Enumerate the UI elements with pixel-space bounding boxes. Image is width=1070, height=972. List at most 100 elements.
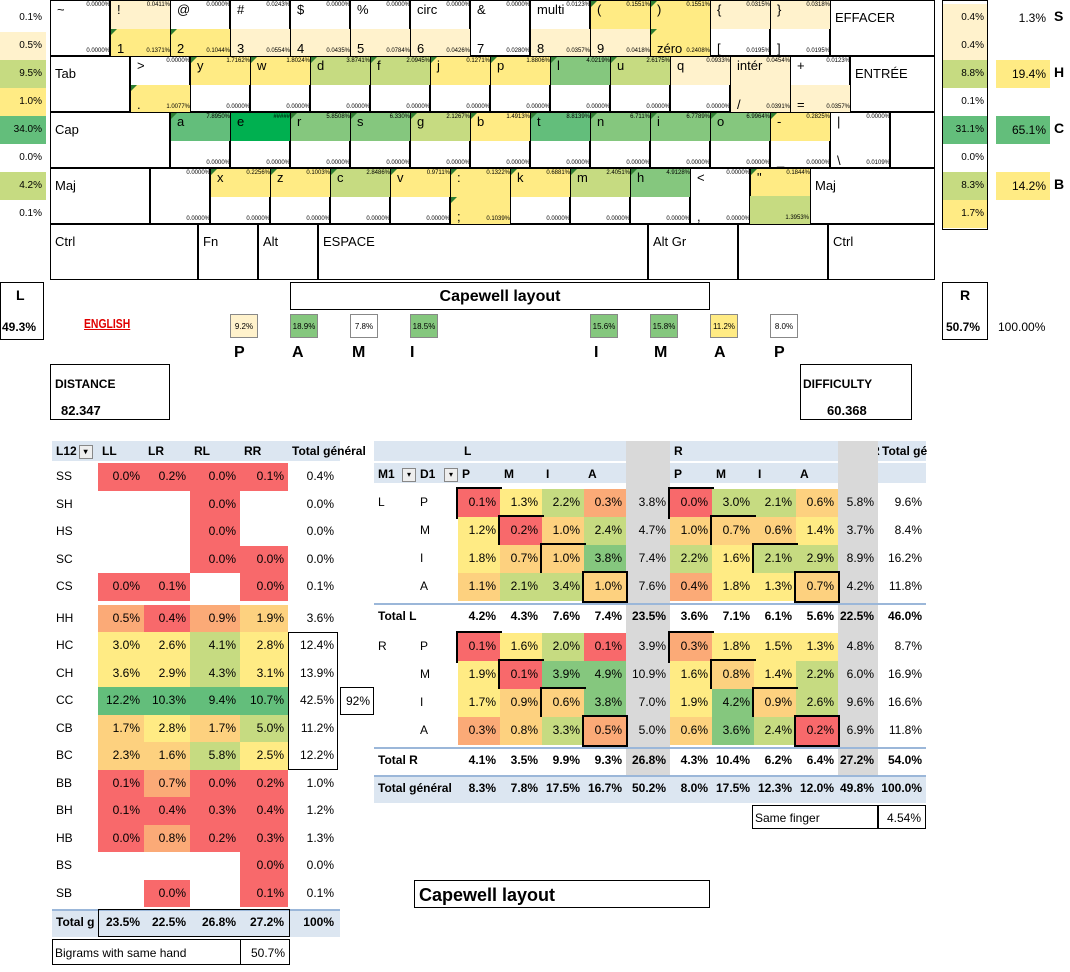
key-$[interactable]: 0.0000% $0.0435% 4 bbox=[290, 0, 351, 57]
key-half[interactable]: 0.0000% bbox=[551, 85, 611, 113]
key-half[interactable]: 0.0784% 5 bbox=[351, 29, 411, 57]
key-half[interactable]: 0.1044% 2 bbox=[171, 29, 231, 57]
pivot2-hand-label[interactable]: L bbox=[378, 495, 385, 509]
key-half[interactable]: 0.0000% bbox=[611, 85, 671, 113]
key-half[interactable]: 2.1267% g bbox=[411, 113, 471, 141]
key-half[interactable]: 0.0000% bbox=[491, 85, 551, 113]
key-half[interactable]: 0.0109% \ bbox=[831, 141, 891, 169]
key-half[interactable]: 0.1371% 1 bbox=[111, 29, 171, 57]
key-half[interactable]: 0.0000%, bbox=[691, 197, 751, 225]
key-half[interactable]: 0.0426% 6 bbox=[411, 29, 471, 57]
key-half[interactable]: 0.1322%: bbox=[451, 169, 511, 197]
key-half[interactable]: 0.0000% bbox=[331, 197, 391, 225]
key-v[interactable]: 0.9711% v 0.0000% bbox=[390, 168, 451, 225]
language-label[interactable]: ENGLISH bbox=[84, 316, 131, 331]
key-half[interactable]: 2.8486% c bbox=[331, 169, 391, 197]
key-%[interactable]: 0.0000%% 0.0784% 5 bbox=[350, 0, 411, 57]
key-}[interactable]: 0.0318%} 0.0195%] bbox=[770, 0, 831, 57]
key-half[interactable]: 0.0195% [ bbox=[711, 29, 771, 57]
key-half[interactable]: 0.0000% _ bbox=[771, 141, 831, 169]
key-w[interactable]: 1.8024% w 0.0000% bbox=[250, 56, 311, 113]
key-~[interactable]: 0.0000% ~0.0000% bbox=[50, 0, 110, 56]
key-half[interactable]: 0.0391% / bbox=[731, 85, 791, 113]
key-half[interactable]: 0.6881% k bbox=[511, 169, 571, 197]
key-half[interactable]: 0.0000% bbox=[191, 85, 251, 113]
key-half[interactable]: 0.0418% 9 bbox=[591, 29, 651, 57]
key-half[interactable]: 0.0000% bbox=[351, 141, 411, 169]
key-half[interactable]: 0.0318%} bbox=[771, 1, 831, 29]
key-half[interactable]: 0.0195%] bbox=[771, 29, 831, 57]
key-k[interactable]: 0.6881% k 0.0000% bbox=[510, 168, 571, 225]
key-half[interactable]: 0.0000% bbox=[531, 141, 591, 169]
key-@[interactable]: 0.0000% @0.1044% 2 bbox=[170, 0, 231, 57]
key-half[interactable]: 0.0000% < bbox=[691, 169, 751, 197]
key-half[interactable]: 6.9964% o bbox=[711, 113, 771, 141]
key-half[interactable]: 0.0000% bbox=[251, 85, 311, 113]
key-a[interactable]: 7.8950% a 0.0000% bbox=[170, 112, 231, 169]
fn-key[interactable]: Fn bbox=[198, 224, 258, 280]
key-half[interactable]: 1.0077%. bbox=[131, 85, 191, 113]
key-half[interactable]: 0.9711% v bbox=[391, 169, 451, 197]
key-half[interactable]: 0.0000% | bbox=[831, 113, 891, 141]
key-half[interactable]: 0.0123% + bbox=[791, 57, 851, 85]
home-row-end[interactable] bbox=[890, 112, 935, 168]
key-intér[interactable]: 0.0454% intér 0.0391% / bbox=[730, 56, 791, 113]
key-half[interactable]: 0.0000% bbox=[591, 141, 651, 169]
key-half[interactable]: 1.4913% b bbox=[471, 113, 531, 141]
key-half[interactable]: 0.0000% bbox=[271, 197, 331, 225]
key-half[interactable]: 0.0357% 8 bbox=[531, 29, 591, 57]
pivot2-m1[interactable]: M1 bbox=[378, 467, 395, 481]
key-x[interactable]: 0.2256% x 0.0000% bbox=[210, 168, 271, 225]
key-e[interactable]: ##### e 0.0000% bbox=[230, 112, 291, 169]
key-half[interactable]: 0.0000% bbox=[211, 197, 271, 225]
key-half[interactable]: 0.2408% zéro bbox=[651, 29, 711, 57]
key-half[interactable]: 0.0000% bbox=[411, 141, 471, 169]
key-u[interactable]: 2.6175% u 0.0000% bbox=[610, 56, 671, 113]
key-f[interactable]: 2.0945% f 0.0000% bbox=[370, 56, 431, 112]
key--[interactable]: 0.2825% - 0.0000% _ bbox=[770, 112, 831, 169]
key-i[interactable]: 6.7789% i 0.0000% bbox=[650, 112, 711, 168]
key-blank[interactable]: 0.0000% 0.0000% bbox=[150, 168, 210, 224]
key-&[interactable]: 0.0000% & 0.0280% 7 bbox=[470, 0, 530, 56]
key-half[interactable]: 6.711% n bbox=[591, 113, 651, 141]
key-half[interactable]: 0.0000% bbox=[671, 85, 731, 113]
key-half[interactable]: 1.8806% p bbox=[491, 57, 551, 85]
key-half[interactable]: 0.2256% x bbox=[211, 169, 271, 197]
key-half[interactable]: 0.0000% bbox=[711, 141, 771, 169]
key-half[interactable]: 0.0454% intér bbox=[731, 57, 791, 85]
key-half[interactable]: 0.0000%% bbox=[351, 1, 411, 29]
key-half[interactable]: 0.0000% bbox=[51, 29, 111, 57]
key-half[interactable]: 0.0933% q bbox=[671, 57, 731, 85]
key-half[interactable]: 8.8139% t bbox=[531, 113, 591, 141]
key-half[interactable]: 0.1003% z bbox=[271, 169, 331, 197]
key-half[interactable]: 2.0945% f bbox=[371, 57, 431, 85]
key-z[interactable]: 0.1003% z 0.0000% bbox=[270, 168, 331, 225]
key-multi[interactable]: 0.0123% multi 0.0357% 8 bbox=[530, 0, 591, 57]
key-b[interactable]: 1.4913% b 0.0000% bbox=[470, 112, 531, 168]
key-row-label[interactable]: Cap bbox=[50, 112, 170, 168]
key-p[interactable]: 1.8806% p 0.0000% bbox=[490, 56, 551, 113]
dropdown-icon[interactable]: ▾ bbox=[444, 468, 458, 482]
espace-key[interactable]: ESPACE bbox=[318, 224, 648, 280]
key-half[interactable]: 0.0000% bbox=[231, 141, 291, 169]
key-![interactable]: 0.0411%! 0.1371% 1 bbox=[110, 0, 171, 57]
key-half[interactable]: ##### e bbox=[231, 113, 291, 141]
key-half[interactable]: 0.0000% ~ bbox=[51, 1, 111, 29]
pivot2-group-left[interactable]: L bbox=[464, 444, 472, 458]
key-m[interactable]: 2.4051% m 0.0000% bbox=[570, 168, 631, 224]
key-)[interactable]: 0.1551%) 0.2408% zéro bbox=[650, 0, 711, 57]
key->[interactable]: 0.0000% >1.0077%. bbox=[130, 56, 191, 113]
key-half[interactable]: 1.8024% w bbox=[251, 57, 311, 85]
key-half[interactable]: 6.7789% i bbox=[651, 113, 711, 141]
key-row-label[interactable]: Maj bbox=[50, 168, 150, 224]
key-half[interactable]: 0.0280% 7 bbox=[471, 29, 531, 57]
key-t[interactable]: 8.8139% t 0.0000% bbox=[530, 112, 591, 169]
key-o[interactable]: 6.9964% o 0.0000% bbox=[710, 112, 771, 169]
key-n[interactable]: 6.711% n 0.0000% bbox=[590, 112, 651, 169]
key-half[interactable]: 6.330% s bbox=[351, 113, 411, 141]
key-|[interactable]: 0.0000% | 0.0109% \ bbox=[830, 112, 890, 168]
key-half[interactable]: 0.0000% bbox=[511, 197, 571, 225]
key-half[interactable]: 0.0000% bbox=[171, 141, 231, 169]
key-half[interactable]: 0.0000% bbox=[391, 197, 451, 225]
key-half[interactable]: 0.0123% multi bbox=[531, 1, 591, 29]
